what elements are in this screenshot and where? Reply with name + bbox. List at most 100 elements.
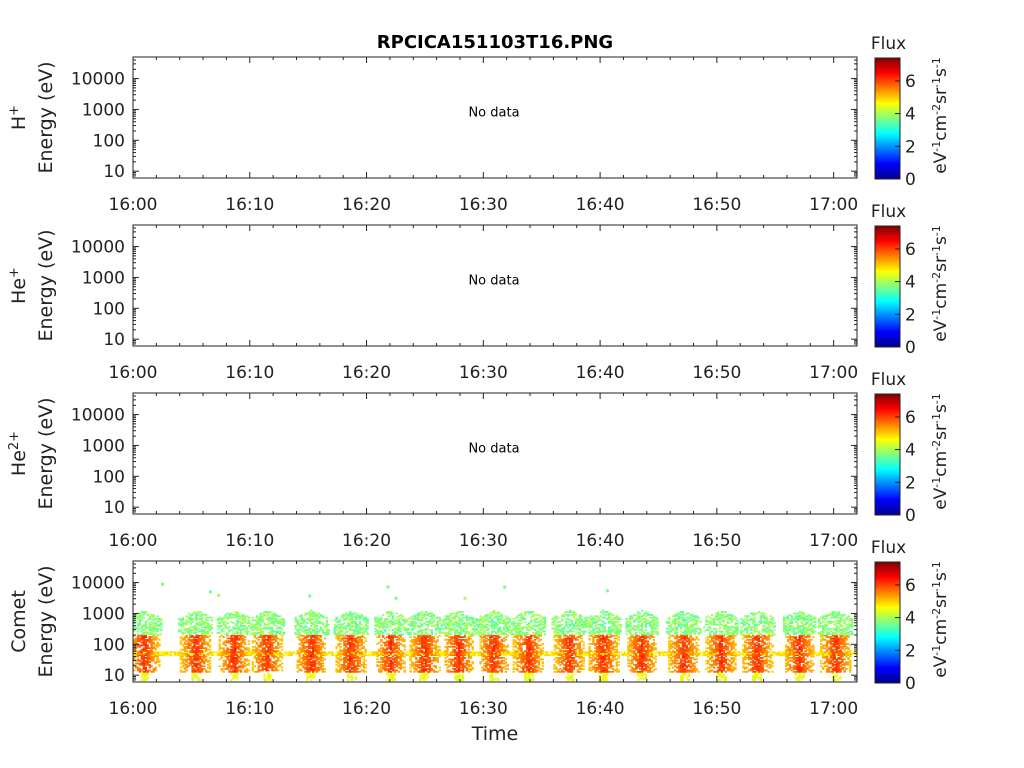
heatmap-cell (238, 659, 241, 662)
heatmap-cell (187, 641, 190, 644)
heatmap-cell (454, 637, 457, 640)
heatmap-cell (265, 663, 268, 666)
heatmap-cell (325, 633, 328, 636)
heatmap-cell (298, 633, 301, 636)
heatmap-cell (205, 670, 208, 673)
heatmap-cell (236, 655, 239, 658)
heatmap-cell (382, 625, 385, 627)
heatmap-cell (496, 652, 500, 655)
heatmap-cell (389, 670, 393, 673)
heatmap-cell (195, 638, 198, 641)
heatmap-cell (136, 644, 140, 647)
heatmap-cell (201, 620, 204, 623)
heatmap-cell (259, 659, 262, 662)
heatmap-cell (436, 670, 439, 673)
heatmap-cell (380, 669, 383, 672)
heatmap-cell (269, 650, 272, 652)
panel-2: 16:00 16:10 16:20 16:30 16:40 16:50 17:0010100… (7, 202, 952, 383)
heatmap-cell (245, 669, 249, 672)
heatmap-cell (236, 616, 239, 619)
heatmap-cell (238, 657, 241, 659)
heatmap-cell (380, 630, 383, 633)
heatmap-cell (491, 668, 494, 670)
heatmap-cell (430, 641, 434, 644)
heatmap-cell (312, 638, 315, 641)
heatmap-cell (275, 619, 278, 622)
heatmap-cell (388, 657, 391, 659)
heatmap-cell (269, 658, 272, 661)
heatmap-cell (189, 636, 192, 638)
heatmap-cell (496, 665, 500, 668)
heatmap-cell (448, 669, 451, 672)
heatmap-cell (491, 679, 494, 681)
heatmap-cell (243, 651, 247, 654)
heatmap-cell (226, 618, 229, 620)
heatmap-cell (150, 638, 153, 641)
heatmap-cell (479, 641, 482, 644)
heatmap-cell (428, 651, 432, 654)
heatmap-cell (261, 643, 264, 645)
heatmap-cell (358, 640, 362, 643)
heatmap-cell (496, 654, 500, 656)
heatmap-cell (362, 651, 365, 654)
heatmap-cell (493, 620, 496, 623)
heatmap-cell (220, 629, 223, 631)
heatmap-cell (337, 634, 340, 637)
heatmap-cell (251, 663, 254, 666)
heatmap-cell (218, 618, 221, 620)
heatmap-cell (208, 662, 212, 665)
heatmap-cell (302, 626, 305, 629)
heatmap-cell (197, 650, 200, 652)
heatmap-cell (426, 665, 430, 668)
heatmap-cell (312, 618, 315, 620)
heatmap-cell (312, 622, 315, 625)
heatmap-cell (428, 637, 432, 640)
heatmap-cell (224, 650, 227, 652)
heatmap-cell (495, 657, 498, 659)
heatmap-cell (413, 666, 416, 669)
heatmap-cell (477, 619, 480, 622)
heatmap-cell (458, 648, 461, 651)
heatmap-cell (242, 654, 245, 656)
heatmap-cell (395, 612, 398, 615)
heatmap-cell (349, 647, 352, 650)
heatmap-cell (495, 672, 498, 675)
heatmap-cell (487, 633, 490, 636)
heatmap-cell (444, 615, 447, 618)
heatmap-cell (489, 625, 492, 627)
heatmap-cell (382, 668, 385, 670)
heatmap-cell (461, 665, 465, 668)
heatmap-cell (191, 626, 194, 629)
heatmap-cell (243, 652, 247, 655)
heatmap-cell (164, 651, 167, 654)
heatmap-cell (275, 647, 278, 650)
heatmap-cell (440, 619, 443, 622)
heatmap-cell (458, 663, 461, 666)
heatmap-cell (261, 616, 264, 619)
heatmap-cell (243, 616, 247, 619)
heatmap-cell (187, 654, 190, 656)
heatmap-cell (173, 654, 177, 656)
heatmap-cell (144, 638, 147, 641)
heatmap-cell (158, 654, 161, 656)
heatmap-cell (232, 634, 235, 637)
heatmap-cell (201, 669, 204, 672)
heatmap-cell (458, 654, 461, 656)
heatmap-cell (146, 614, 149, 616)
heatmap-cell (345, 630, 348, 633)
heatmap-cell (142, 636, 145, 638)
heatmap-cell (144, 672, 147, 675)
heatmap-cell (304, 630, 307, 633)
heatmap-cell (460, 626, 463, 629)
heatmap-cell (142, 614, 145, 616)
heatmap-cell (362, 647, 365, 650)
heatmap-cell (413, 618, 416, 620)
heatmap-cell (218, 616, 221, 619)
heatmap-cell (185, 659, 188, 662)
heatmap-cell (144, 675, 147, 677)
heatmap-cell (181, 655, 184, 658)
heatmap-cell (203, 620, 206, 623)
heatmap-cell (247, 654, 251, 656)
heatmap-cell (487, 668, 490, 670)
heatmap-cell (195, 663, 198, 666)
